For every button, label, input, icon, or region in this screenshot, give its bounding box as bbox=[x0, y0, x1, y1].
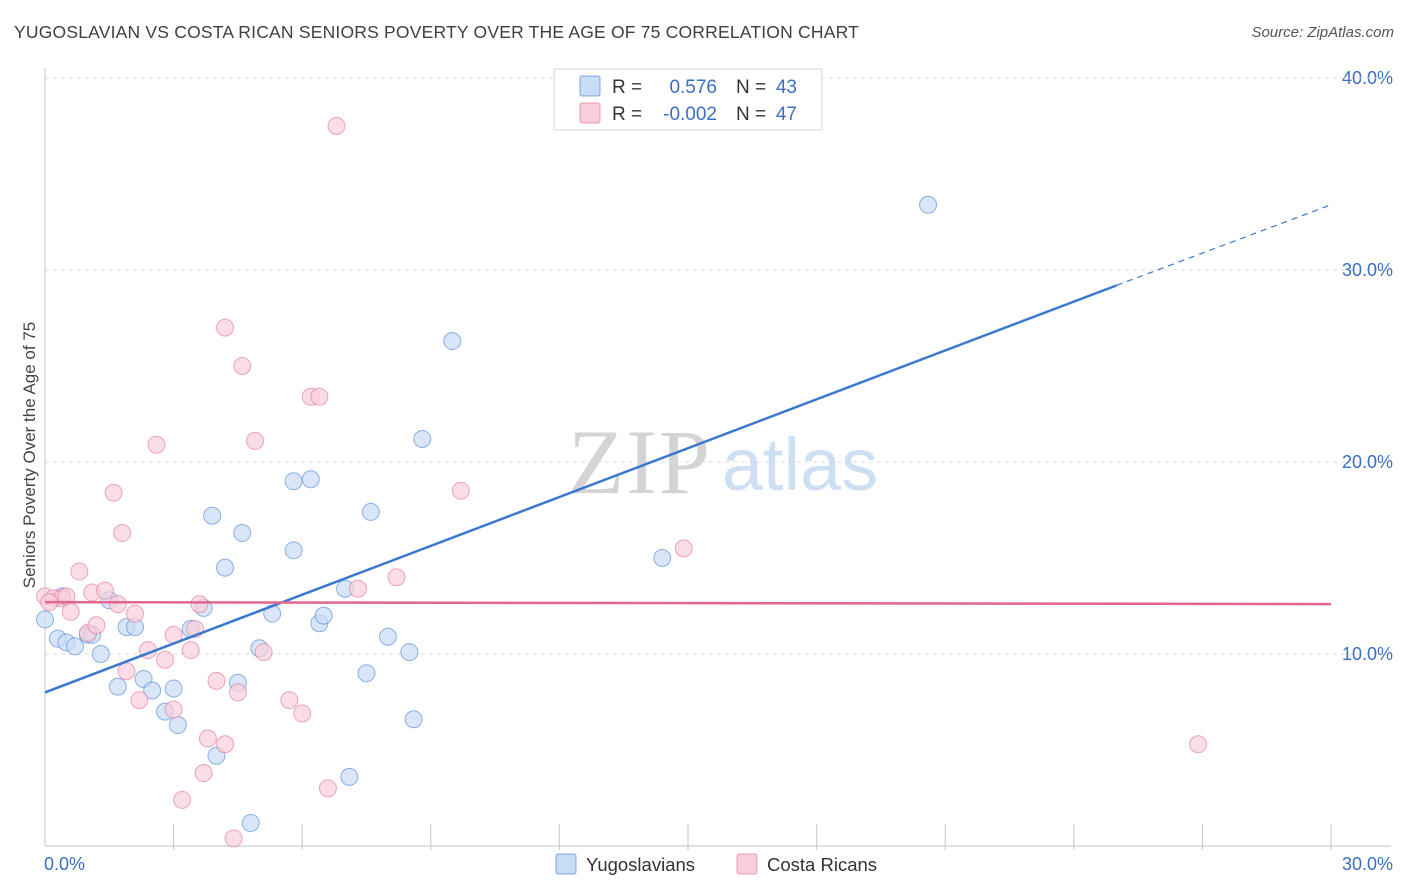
data-point bbox=[293, 704, 312, 723]
data-point bbox=[194, 764, 213, 783]
data-point bbox=[246, 431, 265, 450]
n-label: N = bbox=[736, 77, 766, 98]
data-point bbox=[318, 779, 337, 798]
data-point bbox=[87, 616, 106, 635]
data-point bbox=[66, 637, 85, 656]
x-tick-label: 30.0% bbox=[1342, 854, 1393, 874]
data-point bbox=[173, 790, 192, 809]
data-point bbox=[301, 470, 320, 489]
costa-ricans-trend-line bbox=[44, 600, 1332, 606]
stats-legend: R = 0.576 N = 43 R = -0.002 N = 47 bbox=[553, 68, 823, 131]
data-point bbox=[216, 318, 235, 337]
data-point bbox=[70, 562, 89, 581]
data-point bbox=[203, 506, 222, 525]
r-value: 0.576 bbox=[669, 77, 717, 98]
data-point bbox=[164, 700, 183, 719]
data-point bbox=[280, 691, 299, 710]
y-tick-label: 20.0% bbox=[1342, 452, 1393, 472]
data-point bbox=[413, 429, 432, 448]
data-point bbox=[207, 671, 226, 690]
data-point bbox=[126, 604, 145, 623]
data-point bbox=[216, 735, 235, 754]
data-point bbox=[1189, 735, 1208, 754]
n-value: 47 bbox=[776, 104, 797, 125]
data-point bbox=[117, 662, 136, 681]
data-point bbox=[190, 595, 209, 614]
data-point bbox=[327, 117, 346, 135]
costa-ricans-swatch bbox=[579, 102, 601, 124]
yugoslavians-swatch bbox=[579, 75, 601, 97]
x-tick-label: 0.0% bbox=[44, 854, 85, 874]
y-tick-label: 10.0% bbox=[1342, 644, 1393, 664]
data-point bbox=[108, 595, 127, 614]
data-point bbox=[919, 195, 938, 214]
data-point bbox=[233, 524, 252, 543]
data-point bbox=[361, 502, 380, 521]
data-point bbox=[241, 813, 260, 832]
data-point bbox=[91, 645, 110, 663]
data-point bbox=[104, 483, 123, 502]
source-credit: Source: ZipAtlas.com bbox=[1251, 24, 1394, 41]
data-point bbox=[443, 332, 462, 351]
data-point bbox=[400, 643, 419, 662]
r-label: R = bbox=[612, 77, 642, 98]
data-point bbox=[228, 683, 247, 702]
n-value: 43 bbox=[776, 77, 797, 98]
series-legend: Yugoslavians Costa Ricans bbox=[555, 853, 877, 875]
legend-costa-ricans-label: Costa Ricans bbox=[767, 854, 877, 875]
chart-title: YUGOSLAVIAN VS COSTA RICAN SENIORS POVER… bbox=[14, 22, 859, 42]
data-point bbox=[181, 641, 200, 660]
data-point bbox=[147, 435, 166, 454]
data-point bbox=[284, 541, 303, 560]
data-point bbox=[451, 481, 470, 500]
legend-yugoslavians-label: Yugoslavians bbox=[586, 854, 695, 875]
data-point bbox=[348, 579, 367, 598]
data-point bbox=[130, 691, 149, 710]
costa-ricans-points bbox=[36, 117, 1208, 848]
n-label: N = bbox=[736, 104, 766, 125]
data-point bbox=[36, 610, 54, 629]
data-point bbox=[224, 829, 243, 848]
data-point bbox=[254, 643, 273, 662]
data-point bbox=[378, 627, 397, 646]
data-point bbox=[310, 387, 329, 406]
yugoslavians-points bbox=[36, 195, 938, 832]
data-point bbox=[143, 681, 162, 700]
data-point bbox=[233, 357, 252, 375]
data-point bbox=[61, 602, 80, 621]
data-point bbox=[108, 677, 127, 696]
data-point bbox=[340, 767, 359, 786]
data-point bbox=[653, 549, 672, 567]
data-point bbox=[156, 650, 175, 669]
data-point bbox=[164, 679, 183, 698]
data-point bbox=[198, 729, 217, 748]
y-tick-label: 30.0% bbox=[1342, 260, 1393, 280]
data-point bbox=[96, 581, 115, 600]
data-point bbox=[113, 524, 132, 543]
yugoslavians-trend-extension bbox=[1116, 204, 1332, 286]
yugoslavians-trend-line bbox=[44, 284, 1118, 694]
watermark-atlas: atlas bbox=[722, 423, 878, 506]
data-point bbox=[357, 664, 376, 683]
data-point bbox=[284, 472, 303, 491]
data-point bbox=[216, 558, 235, 577]
data-point bbox=[387, 568, 406, 587]
r-label: R = bbox=[612, 104, 642, 125]
legend-costa-ricans-swatch bbox=[736, 853, 758, 875]
data-point bbox=[314, 606, 333, 625]
r-value: -0.002 bbox=[663, 104, 717, 125]
data-point bbox=[674, 539, 693, 558]
data-point bbox=[168, 716, 187, 735]
data-point bbox=[404, 710, 423, 729]
legend-yugoslavians-swatch bbox=[555, 853, 577, 875]
